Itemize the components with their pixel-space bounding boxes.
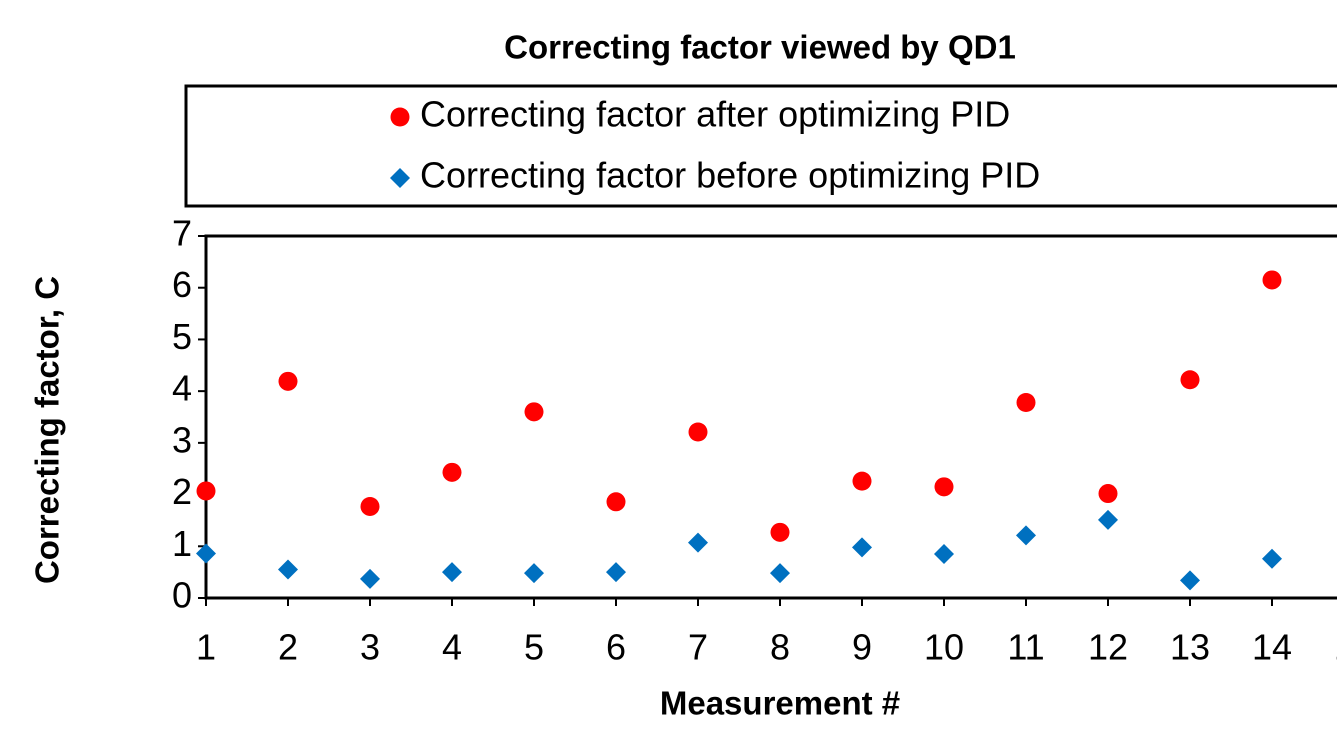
y-tick-label: 3 [172,419,192,460]
point [278,559,298,580]
point [852,471,872,491]
y-tick-label: 4 [172,368,192,409]
x-axis-label: Measurement # [660,685,900,722]
x-tick-label: 8 [770,627,790,668]
x-tick-label: 7 [688,627,708,668]
legend-label: Correcting factor after optimizing PID [420,94,1010,135]
point [524,402,544,422]
x-tick-label: 1 [196,627,216,668]
y-tick-label: 1 [172,523,192,564]
point [196,543,216,564]
x-tick-label: 2 [278,627,298,668]
point [688,532,708,553]
y-tick-label: 5 [172,316,192,357]
y-tick-label: 6 [172,264,192,305]
point [1180,570,1200,591]
x-tick-label: 12 [1088,627,1128,668]
point [770,522,790,542]
point [524,563,544,584]
point [360,496,380,516]
y-tick-label: 0 [172,575,192,616]
point [606,562,626,583]
y-tick-label: 7 [172,213,192,254]
point [934,477,954,497]
x-tick-label: 10 [924,627,964,668]
plot-frame [204,234,1337,600]
legend-marker [390,168,410,188]
point [1262,548,1282,569]
point [688,422,708,442]
chart-title: Correcting factor viewed by QD1 [504,29,1016,66]
point [606,492,626,512]
point [934,544,954,565]
point [1098,484,1118,504]
y-tick-label: 2 [172,471,192,512]
point [1098,509,1118,530]
point [770,563,790,584]
point [442,562,462,583]
x-tick-label: 11 [1007,627,1044,668]
point [360,568,380,589]
x-tick-label: 14 [1252,627,1292,668]
legend-label: Correcting factor before optimizing PID [420,155,1040,196]
x-tick-label: 3 [360,627,380,668]
x-tick-label: 6 [606,627,626,668]
point [1016,393,1036,413]
x-tick-label: 13 [1170,627,1210,668]
point [1180,370,1200,390]
point [196,481,216,501]
x-tick-label: 15 [1334,627,1337,668]
legend-marker [390,107,410,127]
point [1016,525,1036,546]
point [852,537,872,558]
x-tick-label: 9 [852,627,872,668]
x-tick-label: 5 [524,627,544,668]
x-tick-label: 4 [442,627,462,668]
y-axis-label: Correcting factor, C [29,276,66,584]
point [1262,270,1282,290]
point [278,371,298,391]
legend-box [184,84,1337,208]
point [442,462,462,482]
